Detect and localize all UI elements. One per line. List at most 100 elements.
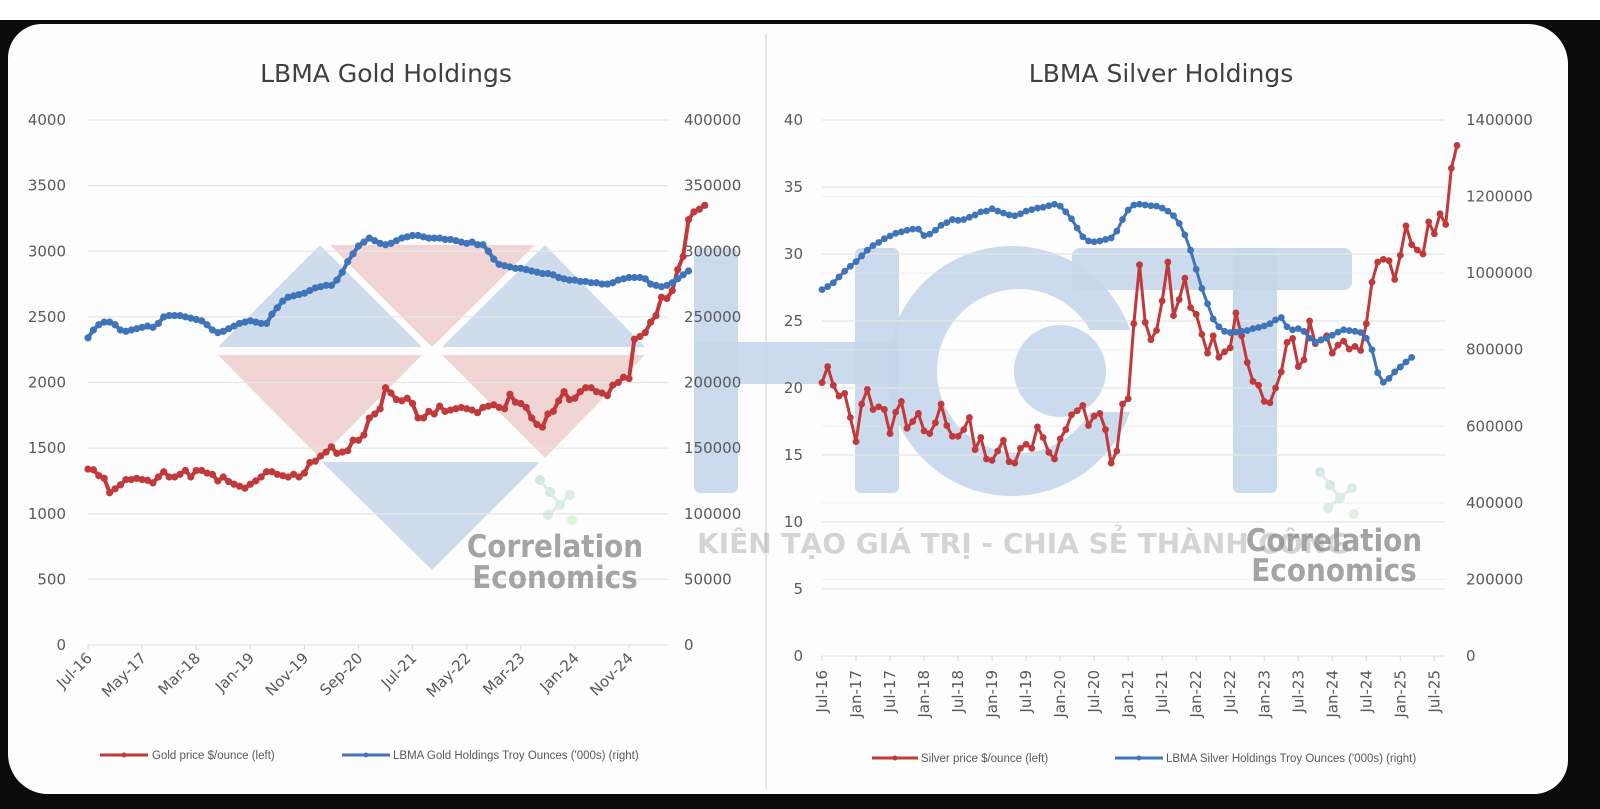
silver-right-axis-ticks: 0 200000 400000 600000 800000 1000000 1200000 1… <box>1466 111 1533 665</box>
x-axis-tick-label: Jul-23 <box>1289 670 1307 714</box>
price-point <box>246 480 254 488</box>
x-axis-tick-label: Jan-24 <box>536 649 583 696</box>
price-point <box>327 443 336 451</box>
price-point <box>187 473 195 481</box>
price-point <box>701 201 709 209</box>
holdings-point <box>1317 336 1325 344</box>
holdings-point <box>841 267 849 275</box>
price-point <box>587 384 595 392</box>
price-point <box>818 379 826 387</box>
price-point <box>614 378 622 387</box>
holdings-point <box>1158 204 1166 212</box>
price-point <box>1198 331 1206 338</box>
right-axis-tick-label: 300000 <box>684 242 741 260</box>
price-point <box>1396 251 1404 259</box>
left-axis-tick-label: 2000 <box>28 374 66 392</box>
x-axis-tick-label: Jan-20 <box>1051 670 1069 719</box>
holdings-point <box>1243 327 1251 334</box>
holdings-point <box>279 297 287 305</box>
holdings-point <box>603 280 611 288</box>
holdings-point <box>1374 369 1382 377</box>
price-point <box>1107 459 1115 467</box>
price-point <box>1090 412 1098 420</box>
holdings-point <box>937 221 945 229</box>
holdings-point <box>1340 326 1348 334</box>
price-point <box>1056 435 1064 443</box>
price-point <box>960 426 968 433</box>
x-axis-tick-label: Jan-22 <box>1187 670 1205 719</box>
gold-x-axis-ticks: Jul-16 May-17 Mar-18 Jan-19 Nov-19 Sep-20 Jul-… <box>52 645 637 701</box>
price-point <box>289 470 298 478</box>
holdings-point <box>1136 200 1143 208</box>
price-point <box>338 448 346 456</box>
price-point <box>932 419 939 427</box>
holdings-point <box>446 235 455 244</box>
gold-holdings-chart: LBMA Gold Holdings 0 500 1000 1500 2000 2500 3… <box>28 59 741 762</box>
price-point <box>1379 255 1387 263</box>
holdings-point <box>500 262 509 270</box>
price-point <box>1204 349 1211 357</box>
x-axis-tick-label: Jul-16 <box>52 649 96 693</box>
gold-legend-item-price[interactable]: Gold price $/ounce (left) <box>100 750 275 762</box>
left-axis-tick-label: 3500 <box>28 177 66 195</box>
price-point <box>1153 326 1160 334</box>
holdings-point <box>1385 375 1393 382</box>
holdings-point <box>582 277 590 286</box>
left-axis-tick-label: 0 <box>793 647 803 665</box>
price-point <box>484 402 492 410</box>
silver-holdings-chart: LBMA Silver Holdings 0 5 10 15 20 25 30 35 40 0 2… <box>784 59 1533 765</box>
holdings-point <box>1334 328 1342 336</box>
price-point <box>1385 257 1393 265</box>
silver-legend-item-holdings[interactable]: LBMA Silver Holdings Troy Ounces ('000s)… <box>1115 753 1416 765</box>
holdings-point <box>100 318 108 326</box>
holdings-point <box>1045 202 1053 210</box>
price-point <box>582 384 590 392</box>
right-axis-tick-label: 150000 <box>684 439 741 457</box>
price-point <box>306 458 314 467</box>
price-point <box>111 485 119 493</box>
price-point <box>560 388 568 396</box>
holdings-point <box>176 311 184 320</box>
price-point <box>1357 347 1365 354</box>
holdings-point <box>914 225 922 233</box>
price-point <box>1243 359 1251 366</box>
holdings-point <box>1090 238 1098 246</box>
holdings-point <box>1068 215 1075 223</box>
price-point <box>1192 310 1200 318</box>
price-point <box>1419 250 1427 258</box>
price-point <box>1175 296 1183 303</box>
price-point <box>684 216 693 224</box>
credit-line-1: Correlation <box>467 529 643 565</box>
hct-slogan-watermark: KIÊN TẠO GIÁ TRỊ - CHIA SẺ THÀNH CÔNG <box>697 523 1349 560</box>
price-point <box>1362 320 1370 328</box>
holdings-point <box>273 304 281 312</box>
x-axis-tick-label: Jul-21 <box>1153 670 1171 714</box>
price-point <box>1272 384 1279 392</box>
price-point <box>533 420 541 429</box>
holdings-point <box>1198 285 1206 292</box>
holdings-point <box>106 318 114 326</box>
left-axis-tick-label: 15 <box>784 446 803 464</box>
holdings-point <box>154 319 162 328</box>
holdings-point <box>1323 334 1331 342</box>
price-point <box>1022 440 1030 448</box>
holdings-point <box>1232 328 1240 336</box>
holdings-point <box>920 232 928 240</box>
price-point <box>143 476 152 484</box>
holdings-point <box>903 226 911 234</box>
holdings-point <box>387 239 395 247</box>
price-point <box>869 406 877 413</box>
gold-legend-item-holdings[interactable]: LBMA Gold Holdings Troy Ounces ('000s) (… <box>342 750 639 762</box>
price-point <box>1170 312 1177 320</box>
holdings-point <box>892 229 900 237</box>
holdings-point <box>1181 231 1189 239</box>
holdings-point <box>262 319 271 328</box>
holdings-point <box>468 238 476 246</box>
left-axis-tick-label: 500 <box>37 570 66 588</box>
price-point <box>1402 222 1410 230</box>
price-point <box>1283 339 1291 346</box>
price-point <box>457 403 465 412</box>
holdings-point <box>625 273 633 282</box>
price-point <box>203 469 211 477</box>
silver-legend-item-price[interactable]: Silver price $/ounce (left) <box>872 753 1048 765</box>
